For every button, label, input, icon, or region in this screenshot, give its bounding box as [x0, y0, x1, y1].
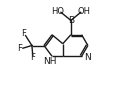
Text: N: N [84, 53, 91, 62]
Text: F: F [17, 44, 22, 53]
Text: B: B [68, 16, 74, 25]
Text: F: F [30, 53, 35, 62]
Text: OH: OH [77, 7, 90, 16]
Text: F: F [21, 29, 26, 38]
Text: NH: NH [43, 57, 57, 66]
Text: HO: HO [51, 7, 64, 16]
